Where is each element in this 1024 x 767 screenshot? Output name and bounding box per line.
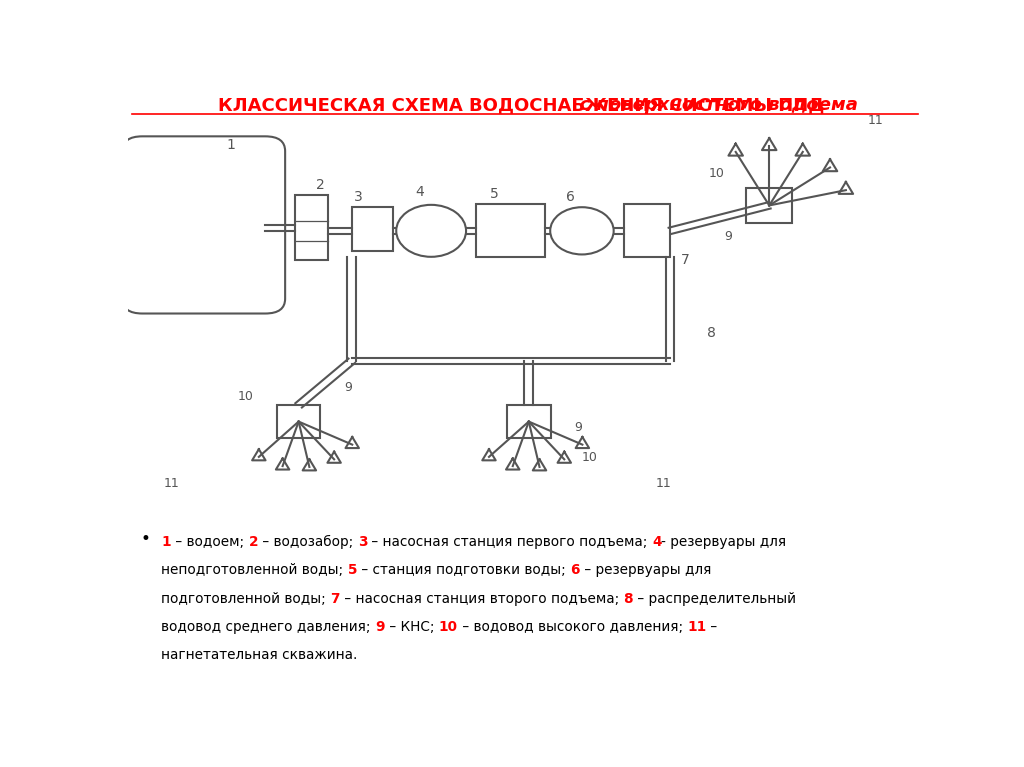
Text: 11: 11	[164, 476, 179, 489]
Text: – насосная станция второго подъема;: – насосная станция второго подъема;	[340, 592, 624, 606]
Text: подготовленной воды;: подготовленной воды;	[162, 592, 331, 606]
Text: 8: 8	[707, 326, 716, 340]
Text: 5: 5	[490, 187, 499, 201]
Text: КЛАССИЧЕСКАЯ СХЕМА ВОДОСНАБЖЕНИЯ СИСТЕМЫ ППД: КЛАССИЧЕСКАЯ СХЕМА ВОДОСНАБЖЕНИЯ СИСТЕМЫ…	[218, 96, 831, 114]
Text: 11: 11	[867, 114, 884, 127]
Text: 9: 9	[344, 381, 352, 393]
Bar	[295, 196, 328, 260]
Text: 3: 3	[357, 535, 368, 549]
Text: •: •	[140, 530, 151, 548]
Text: – КНС;: – КНС;	[385, 620, 438, 634]
Text: – распределительный: – распределительный	[633, 592, 797, 606]
Text: нагнетательная скважина.: нагнетательная скважина.	[162, 648, 357, 663]
Bar	[507, 405, 551, 438]
Text: водовод среднего давления;: водовод среднего давления;	[162, 620, 375, 634]
Text: – станция подготовки воды;: – станция подготовки воды;	[357, 564, 570, 578]
Text: 6: 6	[570, 564, 580, 578]
Circle shape	[550, 207, 613, 255]
Text: 2: 2	[315, 179, 325, 193]
Bar	[352, 207, 393, 252]
Text: 11: 11	[655, 476, 672, 489]
Text: 9: 9	[724, 229, 732, 242]
Text: – насосная станция первого подъема;: – насосная станция первого подъема;	[368, 535, 652, 549]
Text: 10: 10	[238, 390, 253, 403]
Text: 7: 7	[331, 592, 340, 606]
Text: –: –	[707, 620, 718, 634]
Text: 3: 3	[353, 190, 362, 204]
Text: 1: 1	[226, 138, 236, 152]
Text: 9: 9	[375, 620, 385, 634]
Text: неподготовленной воды;: неподготовленной воды;	[162, 564, 348, 578]
Text: 4: 4	[652, 535, 662, 549]
Text: – резервуары для: – резервуары для	[580, 564, 712, 578]
Text: 2: 2	[249, 535, 258, 549]
Text: – водоем;: – водоем;	[171, 535, 249, 549]
Text: – водозабор;: – водозабор;	[258, 535, 357, 549]
Text: 10: 10	[438, 620, 458, 634]
Text: 4: 4	[416, 186, 424, 199]
Text: 1: 1	[162, 535, 171, 549]
Text: 8: 8	[624, 592, 633, 606]
Text: с поверхностного водоема: с поверхностного водоема	[191, 96, 858, 114]
Text: 5: 5	[348, 564, 357, 578]
Text: - резервуары для: - резервуары для	[662, 535, 786, 549]
FancyBboxPatch shape	[123, 137, 285, 314]
Text: 9: 9	[574, 421, 582, 434]
Text: – водовод высокого давления;: – водовод высокого давления;	[458, 620, 687, 634]
Bar	[276, 405, 321, 438]
Text: 11: 11	[687, 620, 707, 634]
Text: 7: 7	[681, 253, 689, 268]
Bar	[475, 204, 546, 258]
Bar	[624, 204, 670, 258]
Text: 10: 10	[582, 450, 598, 463]
Text: 10: 10	[709, 167, 725, 180]
Circle shape	[396, 205, 466, 257]
Text: 6: 6	[565, 190, 574, 204]
Bar	[746, 189, 793, 222]
